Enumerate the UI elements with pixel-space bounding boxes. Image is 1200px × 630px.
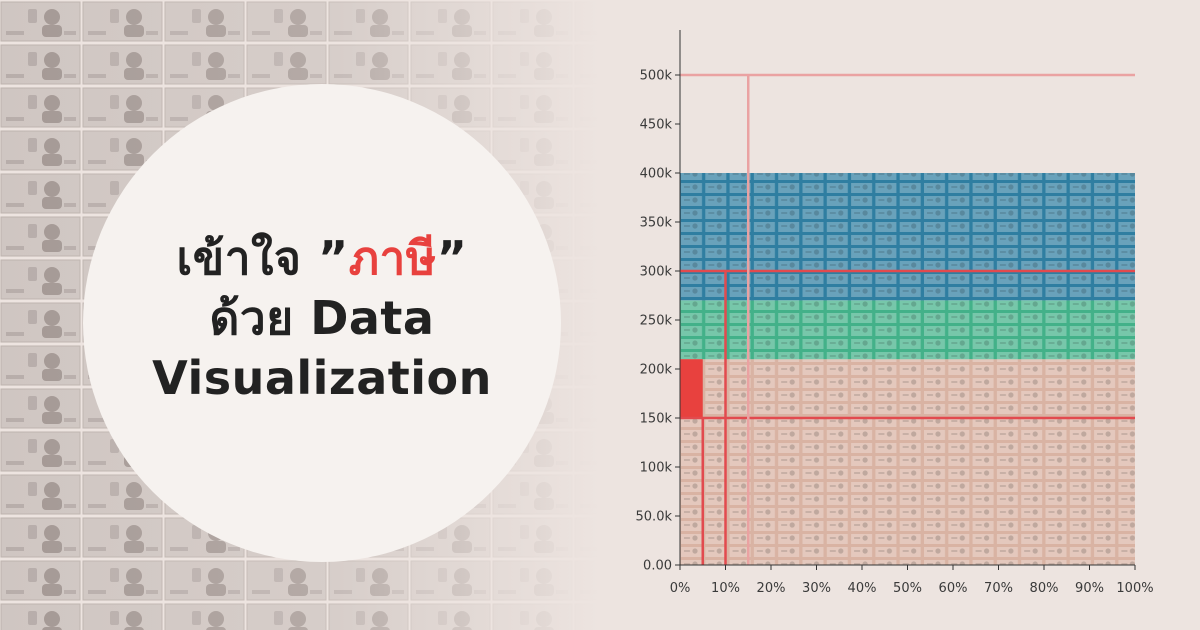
headline-line-2: ด้วย Data <box>209 291 435 345</box>
y-tick-label: 450k <box>640 118 673 133</box>
x-tick-label: 60% <box>939 581 968 596</box>
y-tick-label: 0.00 <box>643 559 672 574</box>
x-tick-label: 30% <box>802 581 831 596</box>
headline-line-1-suffix: ” <box>436 231 468 285</box>
y-tick-label: 200k <box>640 363 673 378</box>
band-texture-0 <box>680 359 1135 565</box>
hero-circle <box>83 84 561 562</box>
headline-line-1-prefix: เข้าใจ ” <box>176 231 349 285</box>
band-texture-2 <box>680 173 1135 301</box>
y-tick-label: 250k <box>640 314 673 329</box>
band-texture-1 <box>680 300 1135 360</box>
x-tick-label: 10% <box>711 581 740 596</box>
y-tick-label: 400k <box>640 167 673 182</box>
red-highlight-block <box>680 359 703 418</box>
x-tick-label: 0% <box>670 581 691 596</box>
headline-accent-word: ภาษี <box>348 231 437 285</box>
x-tick-label: 70% <box>984 581 1013 596</box>
y-tick-label: 150k <box>640 412 673 427</box>
x-tick-label: 40% <box>848 581 877 596</box>
y-tick-label: 50.0k <box>636 510 673 525</box>
headline: เข้าใจ ”ภาษี” ด้วย Data Visualization <box>83 228 561 408</box>
tax-bracket-chart: 0.00 50.0k 100k 150k 200k 250k 300k 350k 400k 450… <box>636 30 1154 596</box>
x-tick-label: 100% <box>1116 581 1153 596</box>
x-tick-label: 90% <box>1075 581 1104 596</box>
y-tick-label: 350k <box>640 216 673 231</box>
y-tick-label: 100k <box>640 461 673 476</box>
y-tick-label: 300k <box>640 265 673 280</box>
y-tick-label: 500k <box>640 69 673 84</box>
headline-line-3: Visualization <box>152 351 492 405</box>
x-tick-label: 20% <box>757 581 786 596</box>
headline-line-1: เข้าใจ ”ภาษี” <box>83 228 561 288</box>
x-tick-label: 50% <box>893 581 922 596</box>
x-tick-label: 80% <box>1030 581 1059 596</box>
